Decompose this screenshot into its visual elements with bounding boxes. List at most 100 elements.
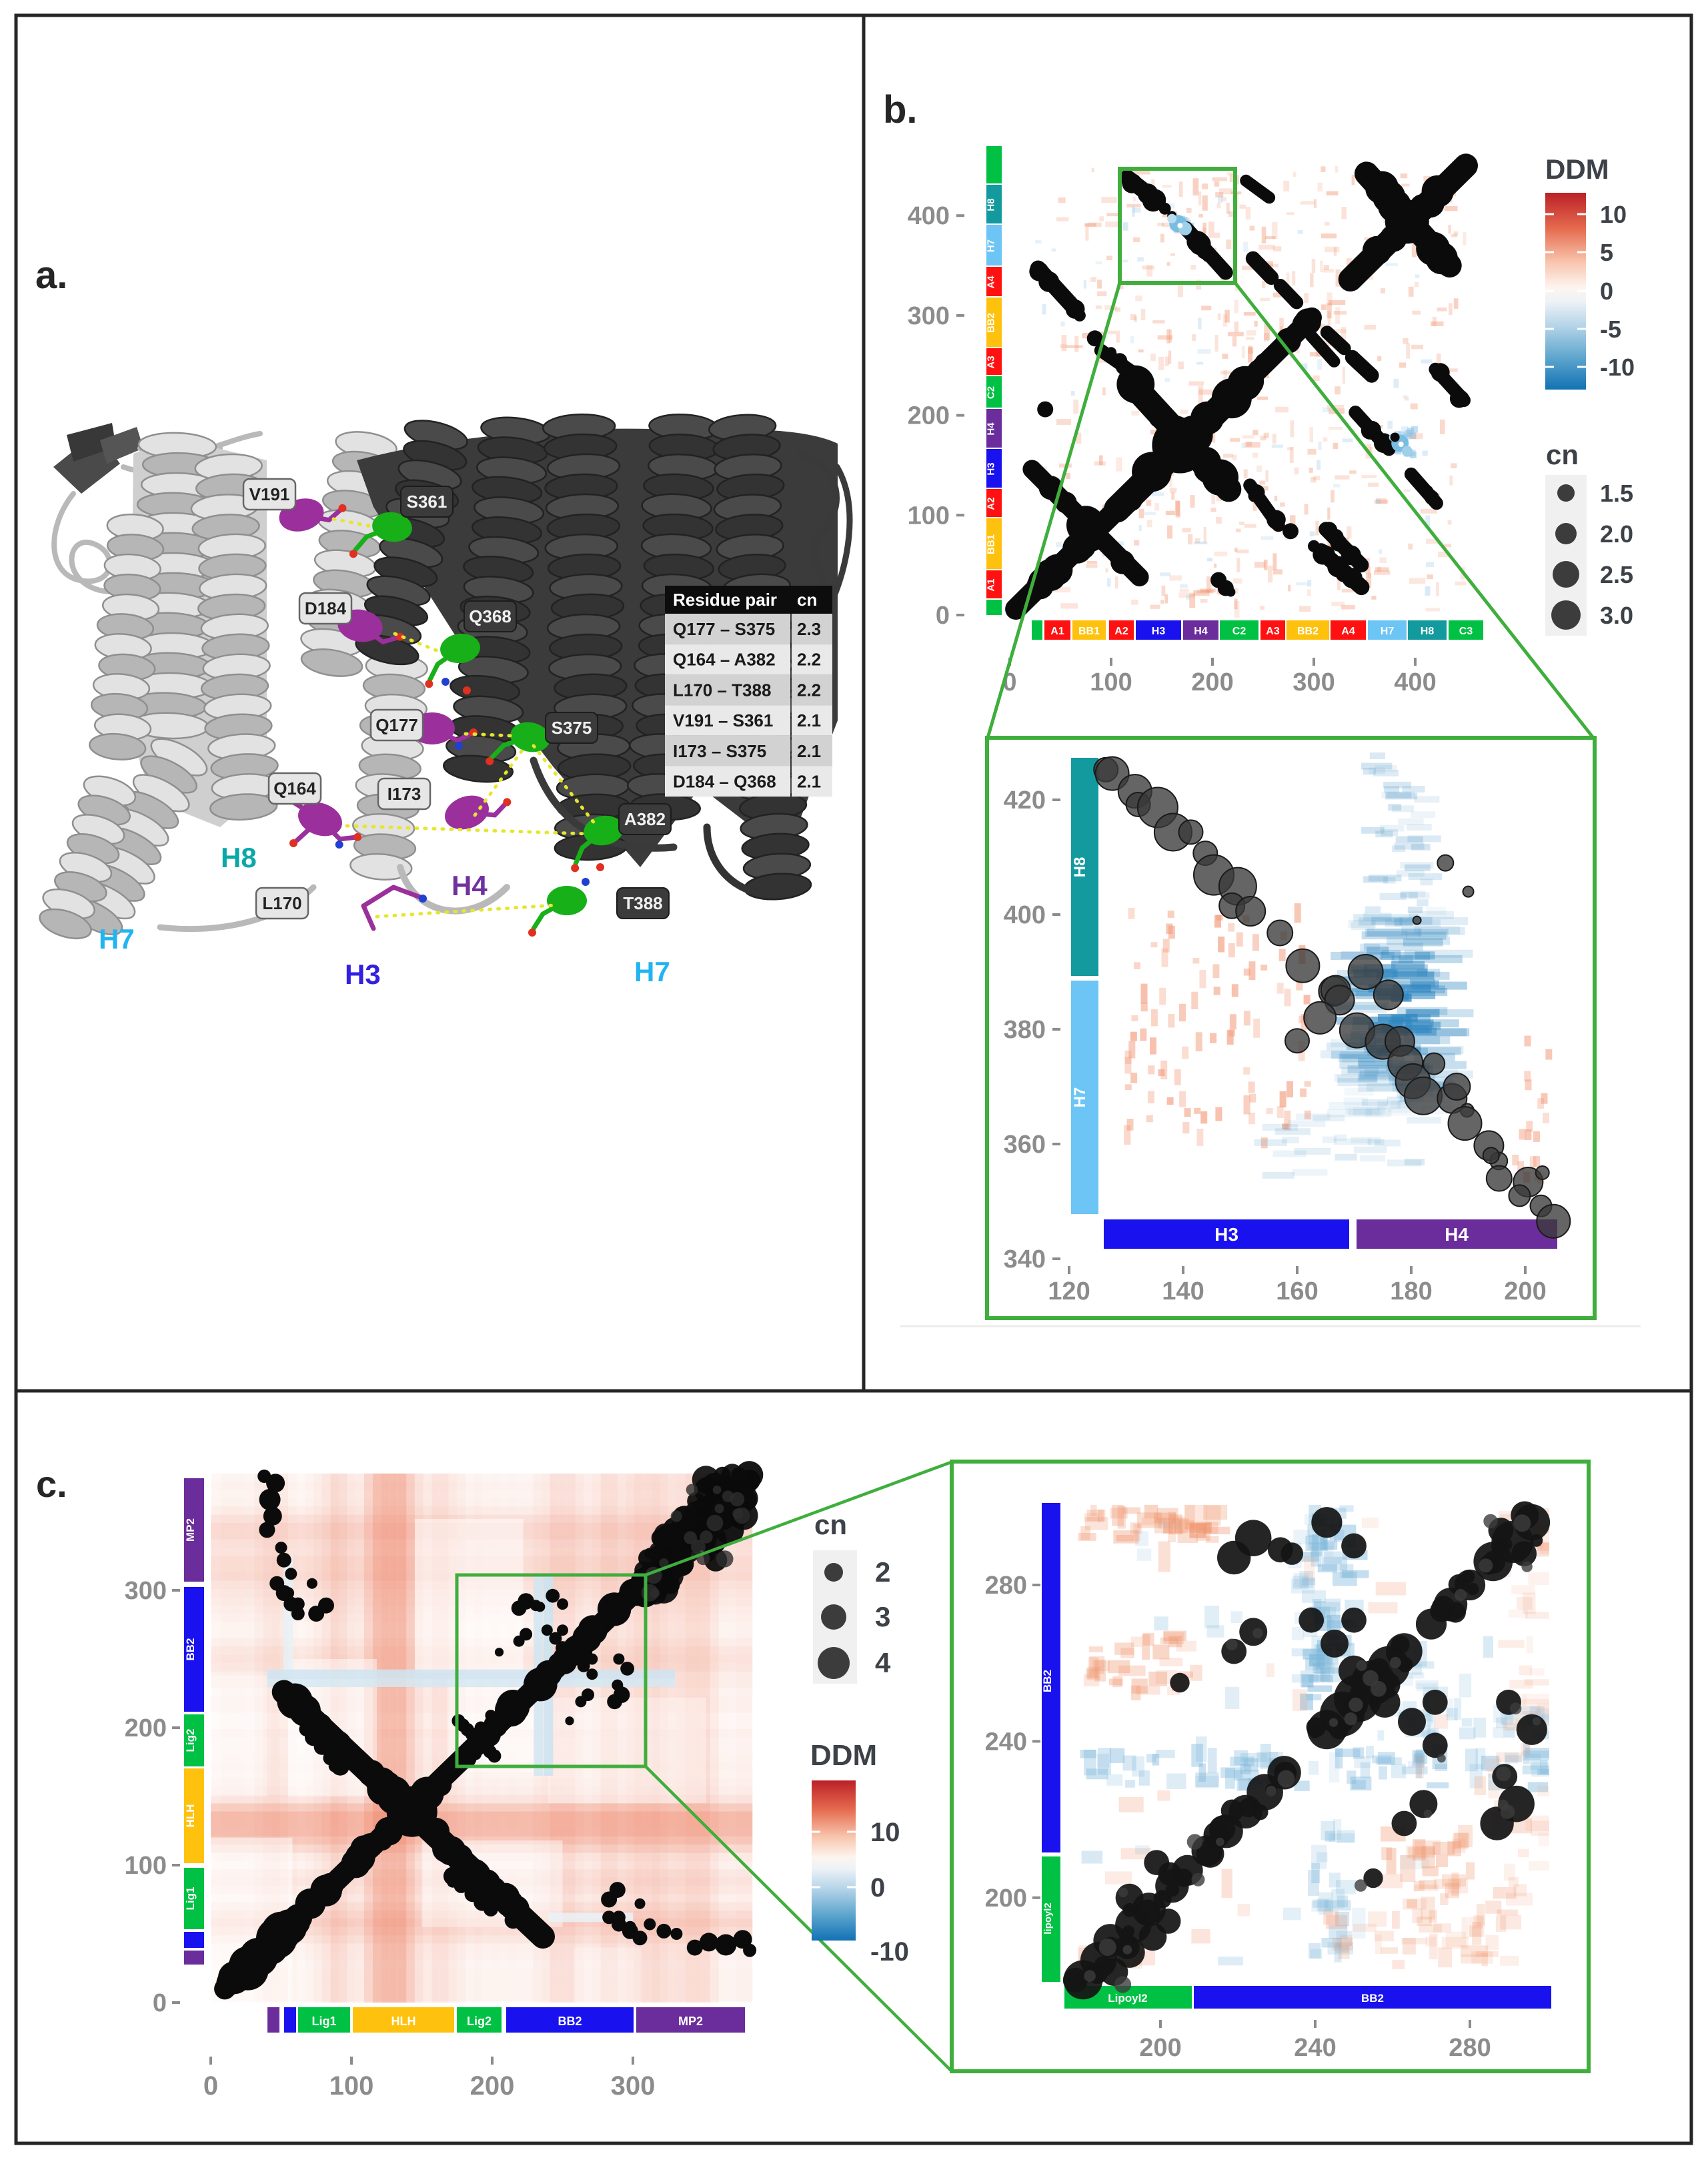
svg-text:MP2: MP2 xyxy=(184,1518,197,1542)
svg-text:2.3: 2.3 xyxy=(797,619,821,639)
svg-text:A2: A2 xyxy=(986,497,997,510)
svg-text:0: 0 xyxy=(870,1873,885,1903)
svg-text:A3: A3 xyxy=(986,356,997,368)
svg-text:S375: S375 xyxy=(552,718,592,738)
svg-text:H7: H7 xyxy=(1381,626,1395,637)
svg-text:360: 360 xyxy=(1004,1131,1046,1159)
svg-text:BB2: BB2 xyxy=(986,313,997,333)
svg-text:D184 – Q368: D184 – Q368 xyxy=(673,772,776,792)
svg-text:4: 4 xyxy=(875,1647,891,1678)
svg-text:2.1: 2.1 xyxy=(797,741,821,761)
svg-text:280: 280 xyxy=(1449,2034,1491,2062)
svg-text:3.0: 3.0 xyxy=(1600,602,1633,629)
svg-text:BB1: BB1 xyxy=(986,534,997,554)
svg-text:0: 0 xyxy=(153,1989,167,2017)
svg-text:240: 240 xyxy=(1294,2034,1336,2062)
svg-text:H7: H7 xyxy=(99,923,135,955)
svg-text:A4: A4 xyxy=(986,276,997,289)
svg-text:200: 200 xyxy=(1191,668,1233,696)
svg-text:H3: H3 xyxy=(1214,1224,1238,1245)
svg-text:2.1: 2.1 xyxy=(797,710,821,730)
svg-text:Lig2: Lig2 xyxy=(467,2015,492,2028)
svg-text:-5: -5 xyxy=(1600,316,1621,343)
svg-text:Lig1: Lig1 xyxy=(184,1887,197,1911)
svg-text:H7: H7 xyxy=(986,239,997,252)
svg-text:120: 120 xyxy=(1048,1277,1090,1305)
svg-text:100: 100 xyxy=(908,502,950,530)
svg-text:2.2: 2.2 xyxy=(797,650,821,670)
svg-text:cn: cn xyxy=(1546,439,1579,470)
svg-text:280: 280 xyxy=(985,1572,1027,1600)
svg-text:L170 – T388: L170 – T388 xyxy=(673,680,771,700)
svg-text:200: 200 xyxy=(1504,1277,1546,1305)
svg-text:BB1: BB1 xyxy=(1078,626,1100,637)
svg-text:H7: H7 xyxy=(1071,1087,1089,1108)
svg-text:A2: A2 xyxy=(1114,626,1128,637)
svg-text:C2: C2 xyxy=(986,386,997,399)
svg-text:V191 – S361: V191 – S361 xyxy=(673,710,773,730)
svg-text:420: 420 xyxy=(1004,786,1046,815)
svg-text:200: 200 xyxy=(125,1714,167,1742)
svg-text:c.: c. xyxy=(36,1463,67,1505)
svg-text:Q177: Q177 xyxy=(375,715,418,735)
svg-text:BB2: BB2 xyxy=(558,2015,582,2028)
svg-text:L170: L170 xyxy=(262,893,301,913)
svg-text:1.5: 1.5 xyxy=(1600,480,1633,507)
svg-text:HLH: HLH xyxy=(391,2015,416,2028)
svg-text:HLH: HLH xyxy=(184,1804,197,1828)
svg-text:0: 0 xyxy=(936,602,950,630)
svg-text:200: 200 xyxy=(908,402,950,430)
svg-text:3: 3 xyxy=(875,1601,890,1632)
svg-text:300: 300 xyxy=(908,302,950,330)
svg-text:DDM: DDM xyxy=(810,1739,877,1772)
svg-text:lipoyl2: lipoyl2 xyxy=(1042,1903,1054,1935)
svg-text:2.2: 2.2 xyxy=(797,680,821,700)
svg-text:180: 180 xyxy=(1390,1277,1432,1305)
svg-text:2.5: 2.5 xyxy=(1600,561,1633,588)
svg-text:Q368: Q368 xyxy=(469,606,512,626)
svg-text:S361: S361 xyxy=(407,492,448,512)
svg-text:200: 200 xyxy=(470,2071,515,2101)
svg-text:400: 400 xyxy=(1004,901,1046,929)
svg-text:H4: H4 xyxy=(1445,1224,1469,1245)
svg-text:380: 380 xyxy=(1004,1016,1046,1044)
svg-text:Q164: Q164 xyxy=(273,778,316,798)
svg-text:100: 100 xyxy=(329,2071,374,2101)
svg-text:cn: cn xyxy=(797,590,817,610)
svg-text:BB2: BB2 xyxy=(184,1638,197,1660)
svg-text:300: 300 xyxy=(125,1577,167,1605)
svg-text:b.: b. xyxy=(883,88,918,131)
svg-text:5: 5 xyxy=(1600,239,1613,266)
svg-text:0: 0 xyxy=(1600,278,1613,305)
svg-text:H8: H8 xyxy=(986,198,997,211)
svg-text:200: 200 xyxy=(985,1884,1027,1913)
svg-text:V191: V191 xyxy=(249,484,290,504)
svg-text:BB2: BB2 xyxy=(1297,626,1319,637)
svg-text:A3: A3 xyxy=(1266,626,1280,637)
svg-text:H4: H4 xyxy=(1194,626,1208,637)
svg-text:D184: D184 xyxy=(305,598,347,618)
svg-text:H7: H7 xyxy=(634,956,670,987)
svg-text:400: 400 xyxy=(1394,668,1436,696)
svg-text:300: 300 xyxy=(1293,668,1335,696)
svg-text:10: 10 xyxy=(870,1818,900,1847)
svg-text:cn: cn xyxy=(814,1509,847,1540)
svg-text:H8: H8 xyxy=(1071,857,1089,878)
svg-text:2: 2 xyxy=(875,1556,890,1588)
svg-text:BB2: BB2 xyxy=(1041,1670,1054,1692)
svg-text:A4: A4 xyxy=(1341,626,1355,637)
svg-text:I173: I173 xyxy=(387,784,421,804)
svg-text:C3: C3 xyxy=(1459,626,1473,637)
svg-text:Q177 – S375: Q177 – S375 xyxy=(673,619,775,639)
svg-text:a.: a. xyxy=(35,253,67,297)
svg-text:340: 340 xyxy=(1004,1245,1046,1273)
svg-text:100: 100 xyxy=(125,1852,167,1880)
svg-text:A1: A1 xyxy=(1050,626,1064,637)
svg-text:Lig2: Lig2 xyxy=(184,1729,197,1752)
svg-text:200: 200 xyxy=(1139,2034,1181,2062)
svg-text:240: 240 xyxy=(985,1728,1027,1756)
svg-text:H8: H8 xyxy=(221,842,257,873)
svg-text:100: 100 xyxy=(1090,668,1132,696)
svg-text:H3: H3 xyxy=(345,959,381,990)
svg-text:A1: A1 xyxy=(986,578,997,591)
